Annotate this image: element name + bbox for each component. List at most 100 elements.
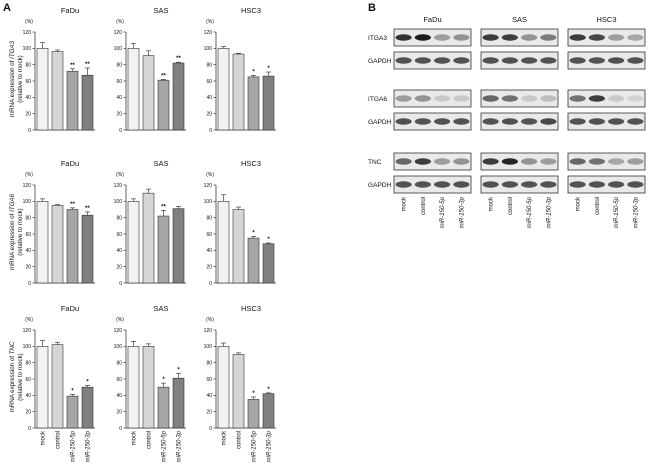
blot-band	[482, 158, 499, 165]
blot-lane-label: miR-150-3p	[459, 196, 465, 228]
bar-miR-150-5p	[157, 79, 170, 131]
y-tick-label: 40	[25, 393, 31, 399]
blot-title-hsc3: HSC3	[596, 15, 616, 24]
blot-band	[501, 181, 518, 188]
chart-title: SAS	[153, 6, 168, 15]
blot-lane-label: miR-150-5p	[614, 196, 620, 228]
y-tick-label: 0	[209, 128, 212, 134]
y-tick-label: 120	[204, 328, 213, 334]
y-tick-label: 0	[28, 281, 31, 287]
y-tick-label: 40	[116, 248, 122, 254]
blot-band	[627, 34, 644, 41]
blot-band	[482, 57, 499, 64]
y-tick-label: 80	[25, 215, 31, 221]
blot-band	[627, 158, 644, 165]
panel-b-letter: B	[368, 2, 376, 14]
significance-mark: **	[70, 63, 75, 69]
x-category-label: miR-150-5p	[162, 430, 168, 462]
blot-lane-label: control	[508, 197, 514, 215]
blot-frame	[480, 152, 559, 171]
y-tick-label: 120	[23, 328, 32, 334]
y-tick-label: 100	[23, 344, 32, 350]
x-category-label: mock	[132, 430, 138, 445]
percent-label: (%)	[25, 317, 33, 323]
bar-mock	[36, 346, 49, 429]
bar-miR-150-5p	[247, 76, 260, 131]
blot-row-label-gapdh: GAPDH	[368, 119, 392, 126]
y-tick-label: 80	[206, 360, 212, 366]
y-tick-label: 60	[25, 79, 31, 85]
blot-band	[540, 34, 557, 41]
blot-band	[540, 158, 557, 165]
bar-miR-150-5p	[247, 399, 260, 429]
y-axis-label-gene: ITGA6	[9, 193, 16, 211]
blot-band	[414, 158, 431, 165]
y-tick-label: 80	[25, 62, 31, 68]
y-tick-label: 80	[206, 215, 212, 221]
blot-band	[521, 95, 538, 102]
blot-frame	[480, 89, 559, 108]
bar-mock	[217, 201, 230, 284]
blot-band	[453, 57, 470, 64]
y-tick-label: 100	[114, 344, 123, 350]
blot-band	[414, 57, 431, 64]
blot-band	[588, 57, 605, 64]
blot-band	[569, 158, 586, 165]
bar-control	[51, 344, 64, 429]
y-tick-label: 100	[23, 46, 32, 52]
y-tick-label: 40	[25, 95, 31, 101]
y-tick-label: 100	[23, 199, 32, 205]
x-category-label: control	[56, 431, 62, 449]
western-blot-panel: FaDu SAS HSC3 ITGA3 GAPDH ITGA6 GAPDH TNC GAPDH m…	[368, 15, 646, 228]
x-category-label: mock	[41, 430, 47, 445]
percent-label: (%)	[206, 172, 214, 178]
y-tick-label: 40	[206, 95, 212, 101]
significance-mark: *	[86, 380, 89, 386]
blot-band	[395, 34, 412, 41]
bar-miR-150-3p	[262, 75, 275, 131]
y-tick-label: 120	[23, 183, 32, 189]
chart-sas-row2: SAS (%) 0 20 40 60 80 100 120 **	[114, 159, 186, 287]
blot-row-label-itga3: ITGA3	[368, 35, 387, 42]
chart-title: SAS	[153, 304, 168, 313]
bar-mock	[36, 48, 49, 131]
blot-frame	[393, 152, 472, 171]
y-axis-label: mRNA expression of ITGA3	[9, 40, 16, 117]
blot-band	[395, 181, 412, 188]
bar-miR-150-5p	[66, 70, 79, 131]
blot-band	[482, 118, 499, 125]
blot-lane-label: control	[421, 197, 427, 215]
blot-row-label-gapdh: GAPDH	[368, 182, 392, 189]
bar-miR-150-3p	[172, 208, 185, 284]
blot-band	[453, 158, 470, 165]
chart-sas-row3: SAS (%) 0 20 40 60 80 100 120 * * mock control miR-15…	[114, 304, 186, 462]
blot-band	[453, 181, 470, 188]
y-tick-label: 60	[25, 377, 31, 383]
blot-title-fadu: FaDu	[423, 15, 441, 24]
blot-band	[540, 95, 557, 102]
y-tick-label: 100	[204, 199, 213, 205]
chart-title: FaDu	[61, 304, 79, 313]
blot-band	[569, 118, 586, 125]
bar-control	[51, 205, 64, 284]
blot-band	[540, 57, 557, 64]
blot-band	[608, 95, 625, 102]
y-tick-label: 120	[23, 30, 32, 36]
y-tick-label: 120	[114, 183, 123, 189]
y-axis-label-prefix: mRNA expression of	[9, 354, 16, 412]
blot-band	[608, 118, 625, 125]
significance-mark: **	[176, 56, 181, 62]
blot-frame	[393, 51, 472, 70]
y-tick-label: 40	[116, 95, 122, 101]
blot-band	[501, 118, 518, 125]
significance-mark: *	[252, 391, 255, 397]
blot-band	[588, 158, 605, 165]
y-tick-label: 40	[116, 393, 122, 399]
bar-control	[142, 346, 155, 429]
y-tick-label: 100	[204, 344, 213, 350]
y-tick-label: 20	[25, 111, 31, 117]
chart-hsc3-row3: HSC3 (%) 0 20 40 60 80 100 120 * * mock control miR-1…	[204, 304, 276, 462]
bar-miR-150-5p	[66, 209, 79, 284]
bar-miR-150-3p	[172, 62, 185, 131]
